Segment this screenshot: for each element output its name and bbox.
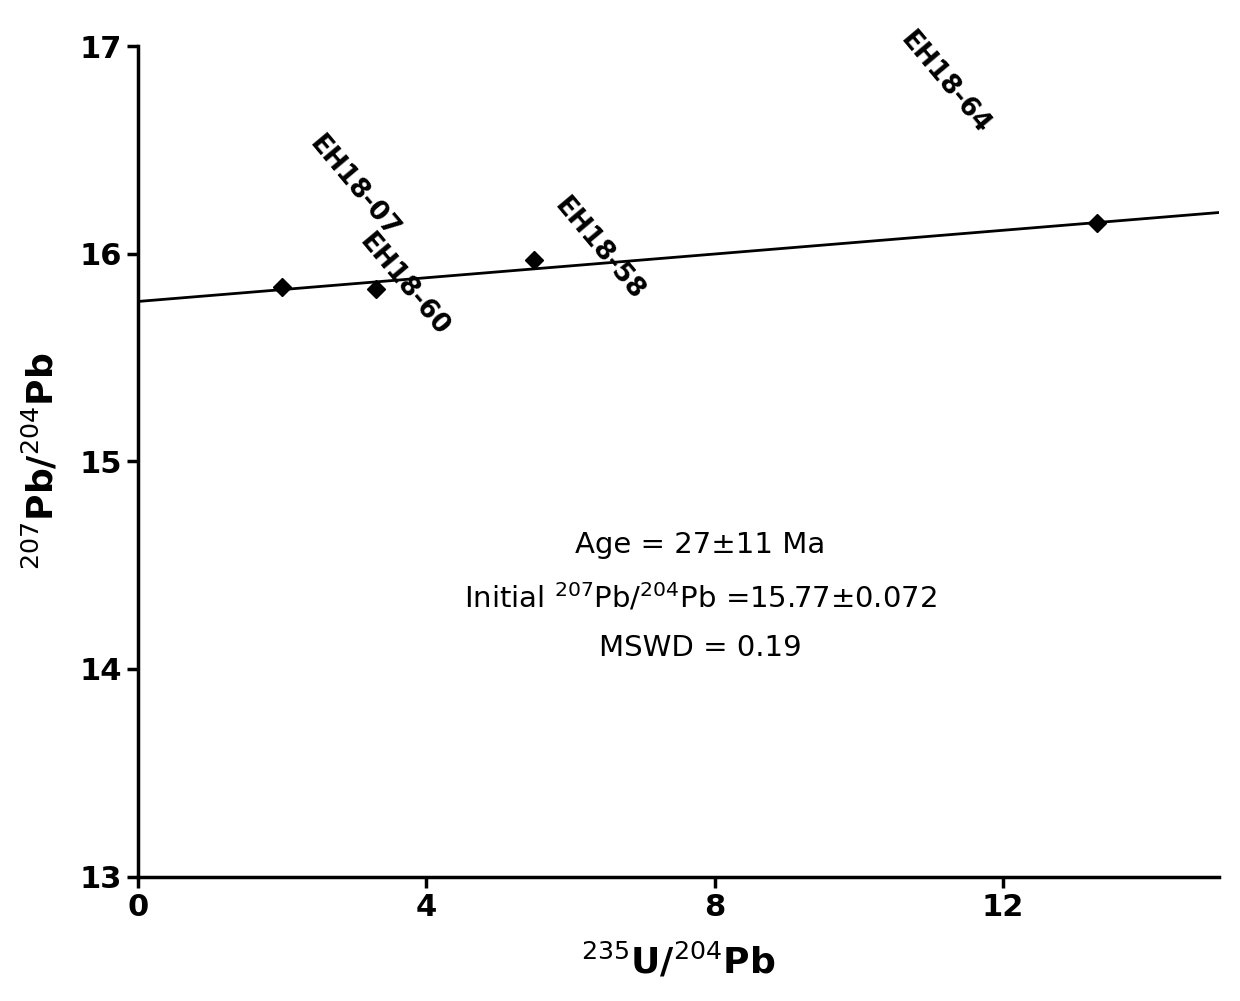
Y-axis label: $^{207}$Pb/$^{204}$Pb: $^{207}$Pb/$^{204}$Pb: [21, 352, 60, 571]
Text: EH18-07: EH18-07: [304, 131, 404, 243]
X-axis label: $^{235}$U/$^{204}$Pb: $^{235}$U/$^{204}$Pb: [582, 941, 776, 980]
Text: Age = 27±11 Ma
Initial $^{207}$Pb/$^{204}$Pb =15.77±0.072
MSWD = 0.19: Age = 27±11 Ma Initial $^{207}$Pb/$^{204…: [464, 531, 936, 662]
Text: EH18-64: EH18-64: [895, 28, 994, 139]
Text: EH18-58: EH18-58: [549, 193, 649, 305]
Text: EH18-60: EH18-60: [355, 229, 454, 341]
